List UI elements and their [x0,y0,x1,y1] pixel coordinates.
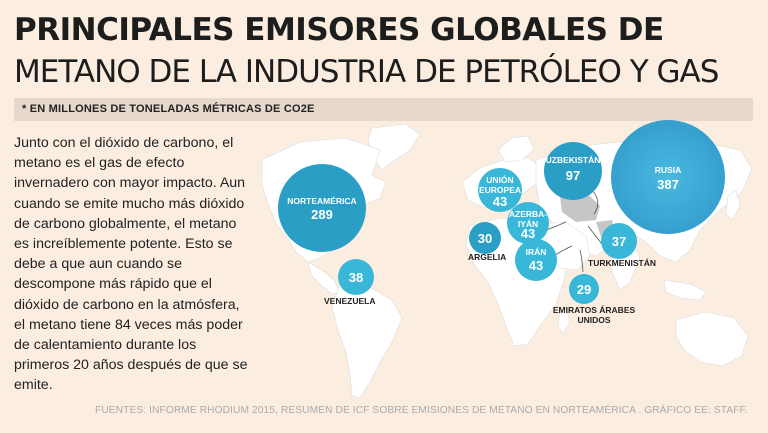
se-asia-shape [663,279,707,301]
unit-note-bar: * EN MILLONES DE TONELADAS MÉTRICAS DE C… [14,98,753,121]
bubble-argelia: 30 [469,222,501,254]
bubble-rusia: RUSIA 387 [611,120,725,234]
australia-shape [675,311,749,367]
bubble-union-europea: UNIÓN EUROPEA 43 [478,168,522,212]
bubble-turkmenistan: 37 [601,223,637,259]
bubble-value-emiratos: 29 [577,282,591,297]
label-emiratos: EMIRATOS ÁRABES UNIDOS [546,305,642,325]
bubble-emiratos: 29 [569,274,599,304]
bubble-iran: IRÁN 43 [515,239,557,281]
source-footer: FUENTES: INFORME RHODIUM 2015, RESUMEN D… [95,405,748,416]
page-title: PRINCIPALES EMISORES GLOBALES DE [14,12,664,48]
bubble-value-turkmenistan: 37 [612,234,626,249]
label-turkmenistan: TURKMENISTÁN [588,258,656,268]
label-emiratos-line1: EMIRATOS ÁRABES [552,305,636,315]
bubble-value-venezuela: 38 [349,270,363,285]
bubble-label-ue-2: EUROPEA [479,185,521,195]
unit-note: * EN MILLONES DE TONELADAS MÉTRICAS DE C… [22,103,315,115]
label-venezuela: VENEZUELA [324,296,376,306]
bubble-label-az-2: IYÁN [518,219,538,229]
greenland-shape [367,123,421,171]
label-emiratos-line2: UNIDOS [577,315,611,325]
bubble-value-uzbekistan: 97 [566,168,580,183]
bubble-value-norteamerica: 289 [311,207,333,222]
bubble-value-az: 43 [521,226,535,241]
bubble-label-uzbekistan: UZBEKISTÁN [546,155,601,165]
bubble-label-norteamerica: NORTEAMÉRICA [287,196,356,206]
bubble-value-rusia: 387 [657,177,679,192]
bubble-venezuela: 38 [338,259,374,295]
south-america-shape [331,283,403,399]
bubble-label-rusia: RUSIA [655,165,681,175]
central-america-shape [307,261,341,295]
japan-shape [725,189,741,221]
bubble-value-iran: 43 [529,258,543,273]
madagascar-shape [557,307,571,335]
page-subtitle: METANO DE LA INDUSTRIA DE PETRÓLEO Y GAS [14,54,719,90]
bubble-norteamerica: NORTEAMÉRICA 289 [278,164,366,252]
bubble-uzbekistan: UZBEKISTÁN 97 [544,142,602,200]
caspian-region-shape [560,194,600,222]
body-paragraph: Junto con el dióxido de carbono, el meta… [14,135,248,394]
label-argelia: ARGELIA [468,252,507,262]
bubble-label-iran: IRÁN [526,247,547,257]
bubble-azerbaiyan: AZERBA- IYÁN 43 [507,202,549,244]
scandinavia-shape [497,135,535,163]
bubble-label-az-1: AZERBA- [509,209,547,219]
bubble-value-argelia: 30 [478,231,492,246]
bubble-value-ue: 43 [493,194,507,209]
bubble-label-ue-1: UNIÓN [486,174,513,185]
